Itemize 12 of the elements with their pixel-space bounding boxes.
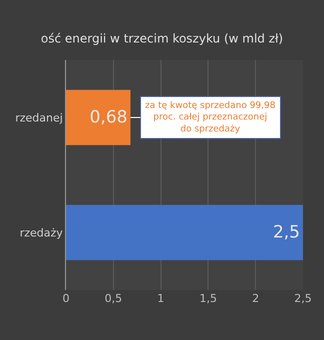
x-tick-label: 0: [62, 292, 70, 305]
y-tick-label: rzedaży: [20, 226, 64, 240]
annotation: za tę kwotę sprzedano 99,98 proc. całej przeznaczonej do sprzedaży: [145, 101, 276, 134]
x-tick-label: 1,5: [199, 292, 217, 305]
x-tick-label: 2: [252, 292, 260, 305]
data-label: 2,5: [272, 222, 300, 242]
data-label: 0,68: [90, 108, 128, 128]
x-tick-label: 2,5: [294, 292, 312, 305]
x-tick-label: 1: [157, 292, 164, 305]
chart-title: ość energii w trzecim koszyku (w mld zł): [40, 31, 284, 46]
x-tick-label: 0,5: [104, 292, 122, 305]
y-tick-label: rzedanej: [15, 111, 63, 124]
